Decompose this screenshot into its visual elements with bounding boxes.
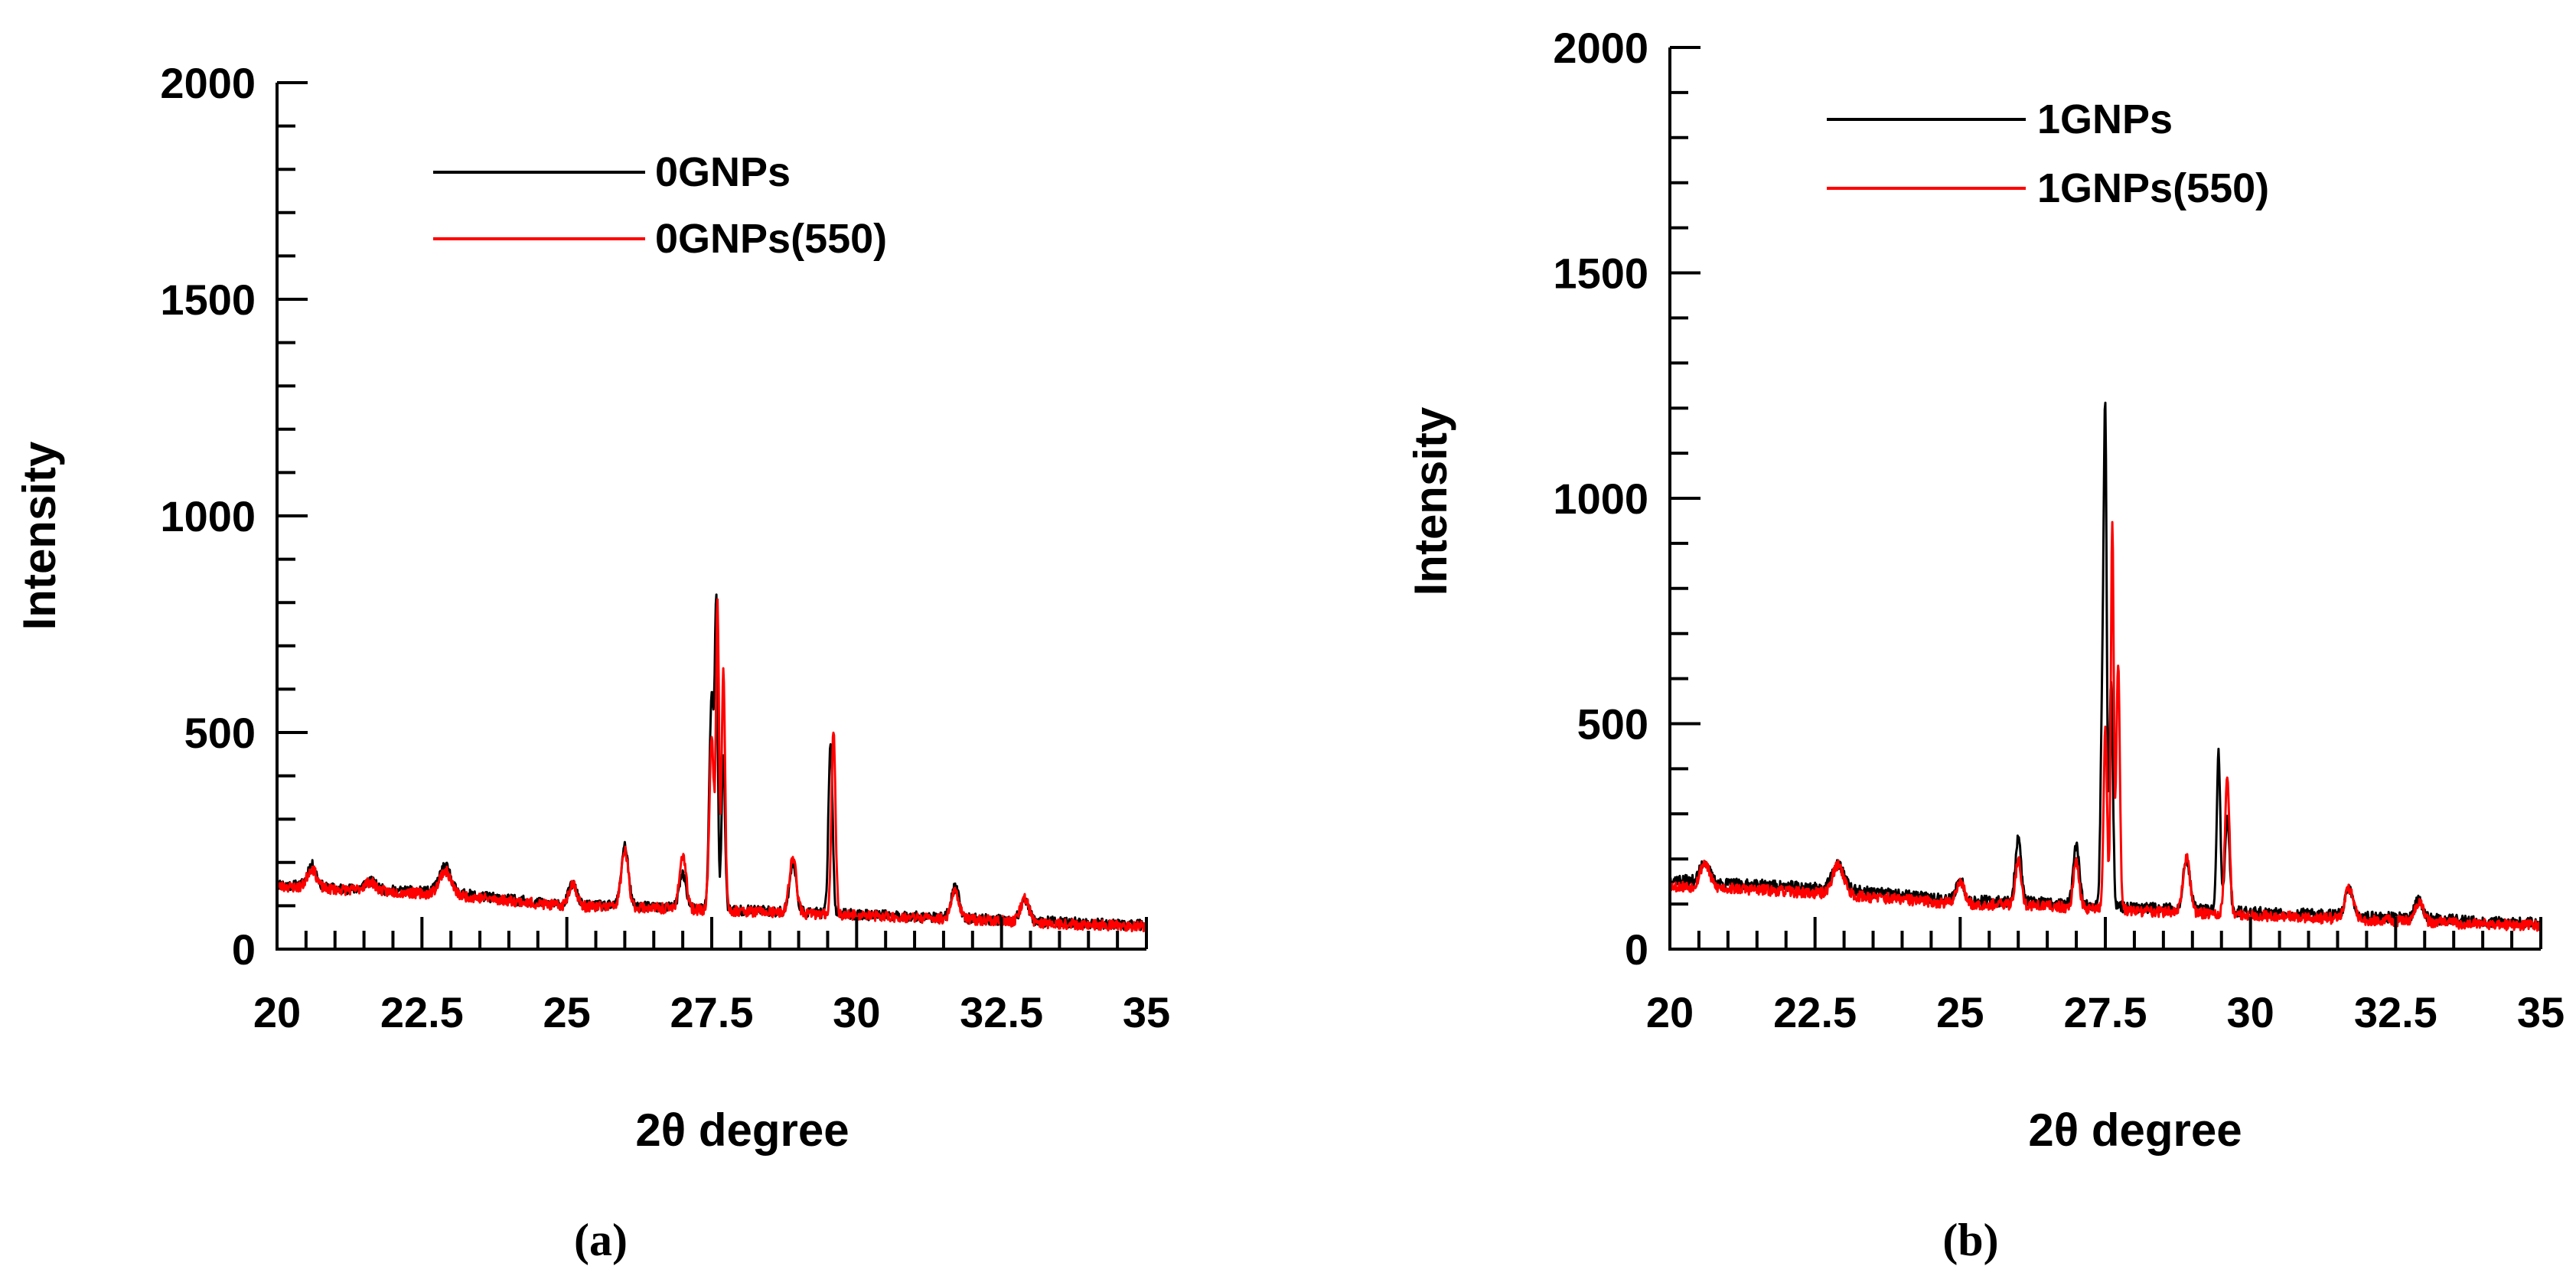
panel-a-legend: 0GNPs 0GNPs(550) bbox=[433, 149, 887, 262]
panel-b-x-tick-label: 30 bbox=[2227, 988, 2274, 1036]
panel-b-y-tick-label: 2000 bbox=[1553, 24, 1648, 72]
panel-b-y-tick-label: 1500 bbox=[1553, 250, 1648, 298]
panel-a-x-tick-label: 22.5 bbox=[380, 988, 464, 1036]
panel-a: 0 500 1000 1500 2000 20 22.5 25 27.5 30 32.5 35 In… bbox=[14, 59, 1170, 1265]
panel-a-y-tick-label: 1500 bbox=[160, 276, 256, 324]
panel-b-y-axis-title: Intensity bbox=[1405, 406, 1456, 595]
panel-b-x-tick-label: 35 bbox=[2517, 988, 2565, 1036]
panel-b-x-tick-label: 20 bbox=[1646, 988, 1694, 1036]
panel-a-x-tick-label: 30 bbox=[833, 988, 880, 1036]
panel-b-x-tick-label: 25 bbox=[1936, 988, 1984, 1036]
panel-a-x-tick-label: 25 bbox=[543, 988, 591, 1036]
panel-a-y-tick-label: 2000 bbox=[160, 59, 256, 107]
panel-a-series-0-line bbox=[276, 593, 1147, 932]
panel-b-legend-label-1: 1GNPs(550) bbox=[2037, 165, 2269, 211]
panel-a-x-tick-label: 20 bbox=[253, 988, 301, 1036]
panel-a-x-tick-labels: 20 22.5 25 27.5 30 32.5 35 bbox=[253, 988, 1170, 1036]
panel-b-y-tick-label: 500 bbox=[1577, 700, 1648, 749]
panel-b-series-0-line bbox=[1668, 401, 2542, 930]
panel-b-y-tick-label: 0 bbox=[1625, 925, 1648, 974]
panel-a-caption: (a) bbox=[574, 1215, 628, 1265]
panel-b: 0 500 1000 1500 2000 20 22.5 25 27.5 30 32.5 35 In… bbox=[1405, 24, 2565, 1265]
panel-a-axes bbox=[276, 81, 1148, 951]
panel-b-caption: (b) bbox=[1942, 1215, 1998, 1265]
panel-a-x-tick-label: 27.5 bbox=[670, 988, 754, 1036]
panel-a-plot-area bbox=[276, 593, 1148, 933]
panel-b-x-tick-label: 22.5 bbox=[1773, 988, 1857, 1036]
panel-a-x-axis-title: 2θ degree bbox=[635, 1104, 849, 1156]
panel-a-y-tick-label: 500 bbox=[184, 709, 256, 757]
panel-b-axes bbox=[1668, 46, 2542, 951]
panel-a-y-tick-label: 0 bbox=[232, 925, 256, 974]
panel-a-x-tick-label: 35 bbox=[1123, 988, 1170, 1036]
panel-b-x-tick-labels: 20 22.5 25 27.5 30 32.5 35 bbox=[1646, 988, 2565, 1036]
panel-b-y-tick-label: 1000 bbox=[1553, 475, 1648, 523]
panel-b-x-tick-label: 32.5 bbox=[2354, 988, 2437, 1036]
panel-a-legend-label-1: 0GNPs(550) bbox=[655, 216, 887, 262]
panel-a-x-tick-label: 32.5 bbox=[960, 988, 1043, 1036]
panel-a-y-tick-labels: 0 500 1000 1500 2000 bbox=[160, 59, 256, 974]
panel-a-legend-label-0: 0GNPs bbox=[655, 149, 791, 195]
panel-a-y-tick-label: 1000 bbox=[160, 492, 256, 540]
panel-b-legend-label-0: 1GNPs bbox=[2037, 96, 2173, 142]
panel-a-y-axis-title: Intensity bbox=[14, 441, 65, 630]
panel-b-x-axis-title: 2θ degree bbox=[2028, 1104, 2242, 1156]
panel-b-plot-area bbox=[1668, 401, 2542, 932]
panel-a-series-1-line bbox=[276, 598, 1148, 933]
panel-b-legend: 1GNPs 1GNPs(550) bbox=[1827, 96, 2269, 211]
panel-b-series-1-line bbox=[1668, 520, 2542, 932]
panel-b-x-tick-label: 27.5 bbox=[2064, 988, 2147, 1036]
panel-b-y-tick-labels: 0 500 1000 1500 2000 bbox=[1553, 24, 1648, 974]
